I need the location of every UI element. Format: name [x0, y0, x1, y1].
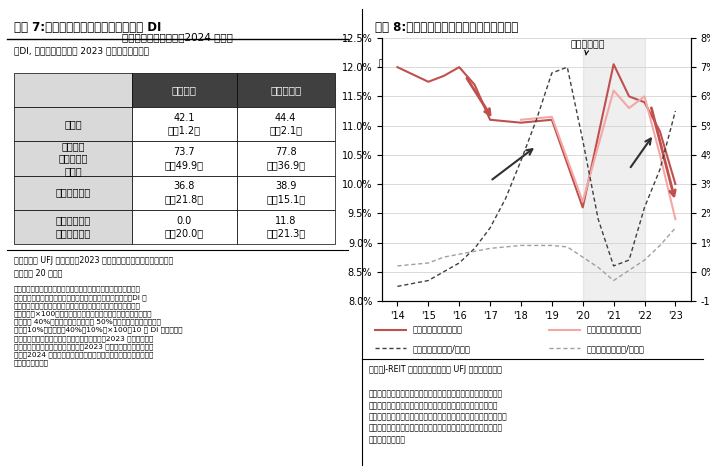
FancyBboxPatch shape	[14, 107, 132, 141]
Text: 賃料変動（入替時/右軸）: 賃料変動（入替時/右軸）	[413, 344, 471, 353]
Text: 図表 8:　賃料変化率と入居者回転率の関係: 図表 8: 賃料変化率と入居者回転率の関係	[376, 21, 519, 34]
Text: コロナ禍発生: コロナ禍発生	[570, 40, 605, 55]
FancyBboxPatch shape	[132, 107, 236, 141]
Text: （%）: （%）	[379, 57, 400, 67]
Text: ダウンタイム: ダウンタイム	[55, 188, 90, 198]
Text: 44.4
（＋2.1）: 44.4 （＋2.1）	[269, 113, 302, 136]
Text: 出所　三菱 UFJ 信託銀行「2023 年度賃貸住宅市場調査（ご回答社
　　　数 20 社）」: 出所 三菱 UFJ 信託銀行「2023 年度賃貸住宅市場調査（ご回答社 数 20…	[14, 256, 173, 277]
FancyBboxPatch shape	[14, 73, 132, 107]
FancyBboxPatch shape	[132, 175, 236, 210]
Text: 図表 7:　賃貸マンションのリーシング DI: 図表 7: 賃貸マンションのリーシング DI	[14, 21, 161, 34]
Text: 回転率（日本アコモ）: 回転率（日本アコモ）	[413, 326, 463, 335]
Text: 注　　資産運用会社や不動産管理会社を対象に賃貸住宅のリーシ
　　　ング環境等を把握することを目的とした調査である。DI 値
　　　は、「（ポジティブな回答の割合: 注 資産運用会社や不動産管理会社を対象に賃貸住宅のリーシ ング環境等を把握するこ…	[14, 286, 182, 366]
Text: 36.8
（＋21.8）: 36.8 （＋21.8）	[165, 182, 204, 204]
Text: 38.9
（＋15.1）: 38.9 （＋15.1）	[266, 182, 305, 204]
FancyBboxPatch shape	[236, 73, 335, 107]
Text: 賃料変動（更新時/右軸）: 賃料変動（更新時/右軸）	[587, 344, 645, 353]
FancyBboxPatch shape	[236, 141, 335, 175]
Text: 広告費・フリ
ーレント期間: 広告費・フリ ーレント期間	[55, 216, 90, 238]
Text: 注　　入居者回転率は季節性を排除するために当該期と当該期の
　　　前期の値の平均値を採用。賃料変動率は日本アコモデー
　　　ションファンド投資法人、コンフォリア: 注 入居者回転率は季節性を排除するために当該期と当該期の 前期の値の平均値を採用…	[368, 390, 508, 444]
Text: ファミリー: ファミリー	[270, 85, 301, 95]
Text: 0.0
（＋20.0）: 0.0 （＋20.0）	[165, 216, 204, 238]
FancyBboxPatch shape	[132, 210, 236, 244]
Text: 42.1
（＋1.2）: 42.1 （＋1.2）	[168, 113, 201, 136]
Text: シングル: シングル	[172, 85, 197, 95]
Text: 出所　J-REIT 公表資料を基に三菱 UFJ 信託銀行が作成: 出所 J-REIT 公表資料を基に三菱 UFJ 信託銀行が作成	[368, 365, 501, 374]
Text: 77.8
（＋36.9）: 77.8 （＋36.9）	[266, 147, 305, 170]
Bar	[583, 38, 645, 301]
FancyBboxPatch shape	[236, 210, 335, 244]
Text: （DI, カッコ内の数値は 2023 年４月との差分）: （DI, カッコ内の数値は 2023 年４月との差分）	[14, 46, 149, 55]
Text: 11.8
（＋21.3）: 11.8 （＋21.3）	[266, 216, 305, 238]
FancyBboxPatch shape	[14, 175, 132, 210]
Text: 稼働率: 稼働率	[64, 119, 82, 129]
FancyBboxPatch shape	[132, 141, 236, 175]
FancyBboxPatch shape	[14, 210, 132, 244]
FancyBboxPatch shape	[236, 107, 335, 141]
FancyBboxPatch shape	[132, 73, 236, 107]
Text: テナント
入れ替え時
の賃料: テナント 入れ替え時 の賃料	[58, 141, 87, 176]
FancyBboxPatch shape	[236, 175, 335, 210]
Text: （都心５区＋文京区，2024 年春）: （都心５区＋文京区，2024 年春）	[122, 32, 233, 42]
Text: 回転率（コンフォリア）: 回転率（コンフォリア）	[587, 326, 642, 335]
FancyBboxPatch shape	[14, 141, 132, 175]
Text: 73.7
（＋49.9）: 73.7 （＋49.9）	[165, 147, 204, 170]
